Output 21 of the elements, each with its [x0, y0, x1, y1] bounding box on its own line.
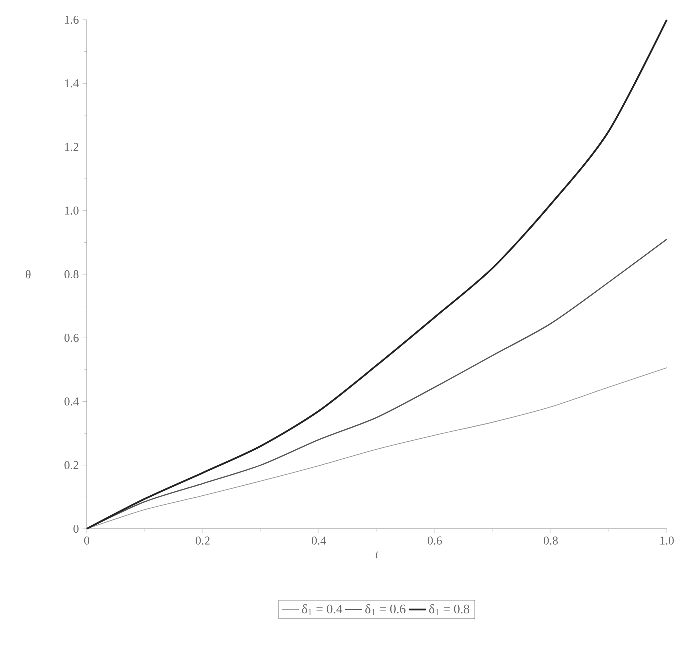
y-tick-label: 1.0	[65, 206, 79, 215]
y-tick-label: 0.8	[64, 270, 79, 279]
y-tick-label: 1.6	[65, 16, 79, 24]
y-tick-label: 0.6	[64, 334, 79, 342]
line-series	[86, 19, 668, 530]
x-tick-label: 0.4	[312, 536, 326, 545]
legend-label: δ$_{1}$ = 0.8	[429, 604, 470, 616]
x-tick-label: 0.8	[544, 536, 558, 545]
x-tick-label: 0	[84, 536, 90, 545]
y-tick-label: 0.2	[64, 461, 79, 470]
y-tick-label: 1.4	[65, 80, 80, 88]
legend-label: δ$_{1}$ = 0.4	[302, 604, 343, 616]
legend-label: δ$_{1}$ = 0.6	[366, 604, 406, 616]
x-tick-label: 0.6	[428, 536, 442, 545]
x-tick-label: 1.0	[660, 536, 674, 545]
x-axis-title: t	[376, 552, 379, 559]
y-tick-label: 1.2	[65, 143, 79, 152]
y-tick-label: 0	[74, 524, 79, 534]
y-tick-label: 0.4	[64, 398, 80, 406]
x-tick-label: 0.2	[196, 536, 210, 545]
y-axis-title: θ	[26, 270, 31, 279]
